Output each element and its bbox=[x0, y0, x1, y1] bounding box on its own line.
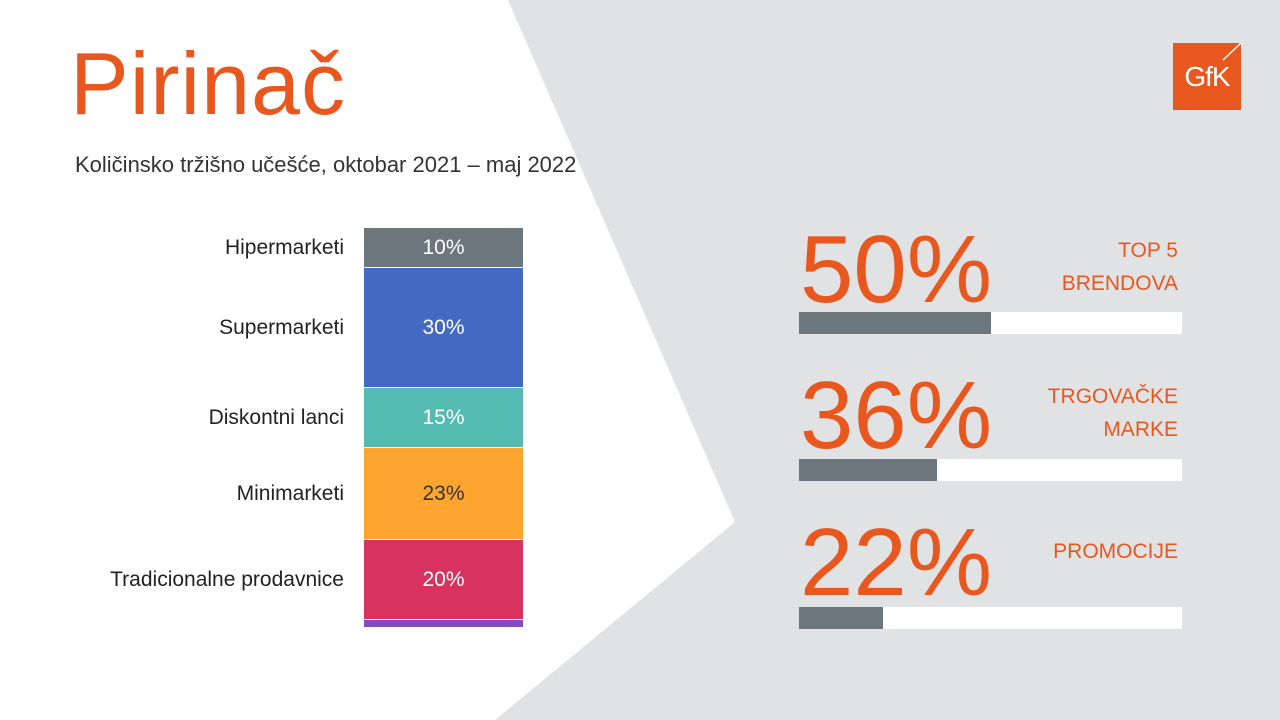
logo-corner-line bbox=[1222, 43, 1241, 61]
kpi-progress-fill bbox=[799, 607, 884, 629]
category-label: Hipermarketi bbox=[224, 236, 344, 259]
category-label: Minimarketi bbox=[236, 482, 344, 505]
kpi-label: TOP 5 BRENDOVA bbox=[958, 234, 1178, 300]
kpi-progress-fill bbox=[799, 312, 991, 334]
grey-arrow-shape bbox=[495, 0, 1280, 720]
category-label: Diskontni lanci bbox=[208, 406, 344, 429]
logo-text: GfK bbox=[1184, 61, 1230, 92]
gfk-logo: GfK bbox=[1173, 43, 1241, 110]
bar-segment bbox=[364, 620, 523, 628]
bar-segment: 10% bbox=[364, 228, 523, 268]
bar-segment: 30% bbox=[364, 268, 523, 388]
segment-value-label: 23% bbox=[422, 481, 465, 505]
kpi-label-line: TOP 5 bbox=[1118, 239, 1178, 262]
page-title: Pirinač bbox=[70, 34, 346, 133]
bar-segment: 23% bbox=[364, 448, 523, 540]
kpi-label-line: BRENDOVA bbox=[1061, 272, 1178, 295]
segment-value-label: 10% bbox=[422, 235, 465, 259]
kpi-progress-track bbox=[799, 459, 1182, 481]
kpi-progress-fill bbox=[799, 459, 937, 481]
kpi-label-line: MARKE bbox=[1103, 418, 1178, 441]
segment-value-label: 15% bbox=[422, 405, 465, 429]
segment-value-label: 20% bbox=[422, 567, 465, 591]
kpi-label-line: PROMOCIJE bbox=[1053, 540, 1178, 563]
bar-segment: 15% bbox=[364, 388, 523, 448]
category-label: Supermarketi bbox=[219, 316, 344, 339]
kpi-value: 36% bbox=[800, 362, 993, 469]
segment-value-label: 30% bbox=[422, 315, 465, 339]
category-label: Tradicionalne prodavnice bbox=[110, 568, 344, 591]
page-subtitle: Količinsko tržišno učešće, oktobar 2021 … bbox=[75, 152, 577, 177]
bar-segment: 20% bbox=[364, 540, 523, 620]
kpi-label: TRGOVAČKE MARKE bbox=[958, 380, 1178, 446]
kpi-progress-track bbox=[799, 312, 1182, 334]
kpi-label-line: TRGOVAČKE bbox=[1047, 385, 1178, 408]
kpi-label: PROMOCIJE bbox=[958, 535, 1178, 568]
kpi-value: 50% bbox=[800, 216, 993, 323]
kpi-progress-track bbox=[799, 607, 1182, 629]
kpi-value: 22% bbox=[800, 509, 993, 616]
